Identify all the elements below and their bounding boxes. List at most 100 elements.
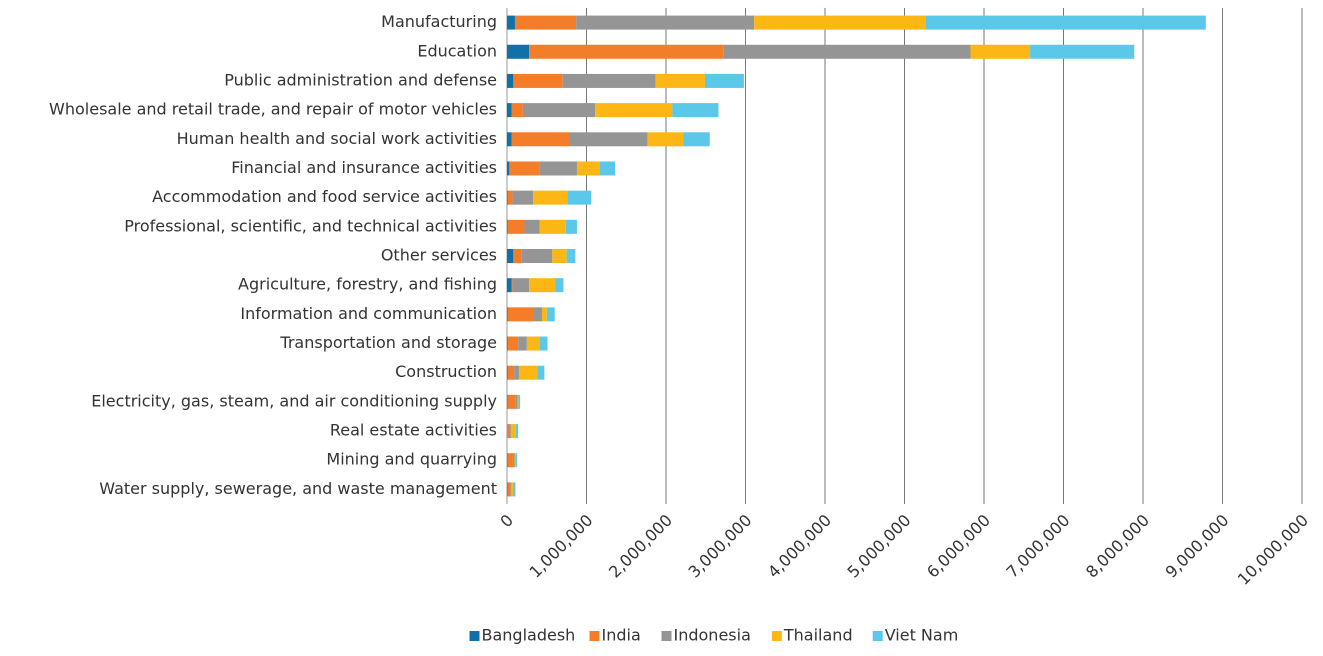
bar-segment bbox=[555, 278, 563, 292]
bar-segment bbox=[705, 74, 744, 88]
bar-segment bbox=[507, 278, 512, 292]
bar-segment bbox=[519, 395, 521, 409]
bar-segment bbox=[512, 103, 523, 117]
bar-segment bbox=[508, 220, 525, 234]
y-tick-label: Wholesale and retail trade, and repair o… bbox=[49, 100, 497, 119]
bar-segment bbox=[537, 366, 544, 380]
bar-segment bbox=[576, 16, 754, 30]
bar-segment bbox=[507, 16, 515, 30]
x-tick-label: 3,000,000 bbox=[684, 511, 755, 582]
bar-segment bbox=[508, 366, 514, 380]
bar-segment bbox=[566, 220, 577, 234]
bar-segment bbox=[507, 191, 508, 205]
bar-segment bbox=[595, 103, 672, 117]
bar-segment bbox=[656, 74, 705, 88]
bar-segment bbox=[515, 395, 517, 409]
legend-swatch bbox=[590, 631, 600, 641]
y-tick-label: Water supply, sewerage, and waste manage… bbox=[99, 479, 497, 498]
bar-segment bbox=[507, 395, 515, 409]
bar-segment bbox=[540, 220, 566, 234]
bar-segment bbox=[567, 191, 591, 205]
legend-label: India bbox=[602, 626, 641, 645]
bar-segment bbox=[577, 161, 600, 175]
bar-segment bbox=[507, 424, 510, 438]
bar-segment bbox=[513, 249, 521, 263]
bar-segment bbox=[507, 220, 508, 234]
bar-segment bbox=[534, 307, 542, 321]
bar-segment bbox=[510, 424, 511, 438]
bar-segment bbox=[513, 278, 530, 292]
y-tick-label: Other services bbox=[381, 246, 497, 265]
bar-segment bbox=[529, 45, 723, 59]
bar-segment bbox=[513, 74, 562, 88]
bar-segment bbox=[513, 453, 515, 467]
bar-segment bbox=[567, 249, 576, 263]
y-tick-label: Education bbox=[417, 41, 497, 60]
legend-label: Bangladesh bbox=[482, 626, 576, 645]
bar-segment bbox=[508, 307, 534, 321]
legend-label: Viet Nam bbox=[885, 626, 959, 645]
bar-segment bbox=[512, 278, 513, 292]
bar-segment bbox=[507, 249, 513, 263]
x-tick-label: 10,000,000 bbox=[1234, 511, 1312, 589]
bar-segment bbox=[513, 482, 515, 496]
y-tick-label: Financial and insurance activities bbox=[231, 158, 497, 177]
x-tick-label: 4,000,000 bbox=[764, 511, 835, 582]
bar-segment bbox=[523, 103, 595, 117]
bar-segment bbox=[515, 16, 576, 30]
bar-segment bbox=[542, 307, 547, 321]
bar-segment bbox=[507, 161, 509, 175]
bar-segment bbox=[507, 132, 512, 146]
bar-segment bbox=[518, 337, 527, 351]
legend-label: Indonesia bbox=[674, 626, 751, 645]
bar-segment bbox=[569, 132, 648, 146]
bar-segment bbox=[511, 482, 512, 496]
bar-segment bbox=[509, 161, 539, 175]
bar-segment bbox=[511, 482, 513, 496]
y-tick-label: Accommodation and food service activitie… bbox=[152, 187, 497, 206]
x-tick-label: 5,000,000 bbox=[843, 511, 914, 582]
y-tick-label: Professional, scientific, and technical … bbox=[124, 216, 497, 235]
bar-segment bbox=[507, 74, 513, 88]
bar-segment bbox=[754, 16, 926, 30]
bar-segment bbox=[514, 366, 519, 380]
bar-segment bbox=[516, 424, 518, 438]
bar-segment bbox=[648, 132, 684, 146]
y-tick-label: Mining and quarrying bbox=[326, 450, 497, 469]
legend-swatch bbox=[873, 631, 883, 641]
bar-segment bbox=[683, 132, 709, 146]
x-tick-label: 2,000,000 bbox=[605, 511, 676, 582]
bar-segment bbox=[540, 161, 577, 175]
bar-segment bbox=[507, 453, 513, 467]
bar-segment bbox=[515, 453, 516, 467]
bar-segment bbox=[1030, 45, 1134, 59]
y-tick-label: Public administration and defense bbox=[224, 70, 497, 89]
y-tick-label: Information and communication bbox=[240, 304, 497, 323]
bar-segment bbox=[524, 220, 539, 234]
bar-segment bbox=[507, 307, 508, 321]
bar-segment bbox=[508, 191, 513, 205]
x-tick-label: 7,000,000 bbox=[1002, 511, 1073, 582]
x-tick-label: 9,000,000 bbox=[1161, 511, 1232, 582]
bar-segment bbox=[533, 191, 567, 205]
bar-segment bbox=[507, 45, 529, 59]
bar-segment bbox=[507, 103, 512, 117]
y-tick-label: Transportation and storage bbox=[279, 333, 497, 352]
x-tick-label: 1,000,000 bbox=[525, 511, 596, 582]
x-tick-label: 6,000,000 bbox=[923, 511, 994, 582]
x-tick-label: 8,000,000 bbox=[1082, 511, 1153, 582]
legend-swatch bbox=[772, 631, 782, 641]
bar-segment bbox=[529, 278, 555, 292]
bar-segment bbox=[507, 366, 508, 380]
bar-segment bbox=[563, 74, 656, 88]
y-tick-label: Agriculture, forestry, and fishing bbox=[238, 275, 497, 294]
bar-segment bbox=[540, 337, 548, 351]
bar-segment bbox=[518, 395, 519, 409]
bar-segment bbox=[513, 191, 534, 205]
bar-segment bbox=[672, 103, 718, 117]
bar-segment bbox=[508, 337, 518, 351]
bar-segment bbox=[600, 161, 615, 175]
bar-segment bbox=[547, 307, 555, 321]
y-tick-label: Manufacturing bbox=[381, 12, 497, 31]
